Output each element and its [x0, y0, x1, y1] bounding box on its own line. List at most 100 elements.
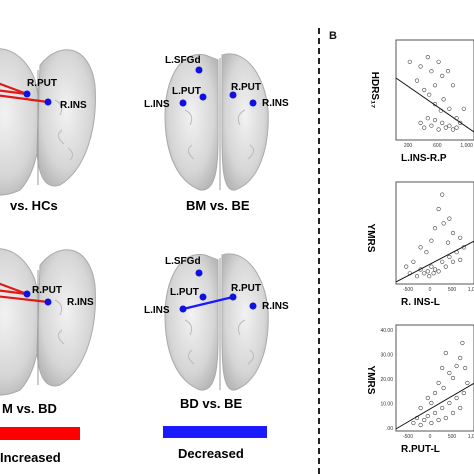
y-axis-label: YMRS — [365, 224, 376, 253]
node-label: L.INS — [144, 99, 170, 110]
data-point — [429, 400, 434, 406]
data-point — [458, 355, 463, 361]
node-label: R.PUT — [27, 78, 57, 89]
brain-top-left: R.PUT R.INS vs. HCs — [0, 48, 96, 213]
node-label: L.SFGd — [165, 256, 201, 267]
node-label: R.PUT — [231, 82, 261, 93]
x-tick-label: 1,000 — [460, 143, 473, 149]
brain-bottom-right: L.SFGd L.PUT R.PUT L.INS R.INS BD vs. BE — [144, 253, 289, 411]
data-point — [447, 254, 452, 260]
data-point — [432, 390, 438, 396]
data-point — [450, 410, 456, 416]
data-point — [422, 271, 427, 276]
data-point — [463, 365, 468, 371]
data-point — [404, 264, 409, 269]
data-point — [418, 422, 423, 428]
data-point — [414, 274, 420, 279]
plot-frame — [395, 324, 474, 432]
data-point — [436, 127, 441, 132]
panel-divider — [318, 28, 320, 474]
data-point — [454, 395, 459, 401]
data-point — [450, 375, 456, 381]
scatter-chart-2: YMRS -500 0 500 1,000 R. INS-L — [365, 181, 474, 308]
data-point — [447, 123, 452, 128]
node-label: L.INS — [144, 305, 170, 316]
brain-panels: R.PUT R.INS vs. HCs L.SFGd L.PUT R.PUT L… — [0, 48, 289, 465]
node-label: L.SFGd — [165, 55, 201, 66]
y-tick-label: 40.00 — [380, 328, 393, 334]
data-point — [447, 400, 452, 406]
data-point — [441, 385, 446, 391]
x-tick-label: 0 — [429, 287, 432, 293]
data-point — [418, 405, 423, 411]
data-point — [450, 259, 456, 264]
y-axis-label: HDRS₁₇ — [369, 72, 380, 108]
data-point — [411, 259, 416, 264]
data-point — [440, 73, 445, 78]
data-point — [429, 238, 434, 243]
data-point — [447, 370, 452, 376]
brain-caption: vs. HCs — [10, 198, 58, 213]
data-point — [422, 125, 427, 130]
data-point — [443, 125, 448, 130]
data-point — [422, 417, 427, 423]
data-point — [460, 340, 465, 346]
data-point — [458, 120, 463, 125]
data-point — [429, 69, 434, 74]
data-point — [443, 264, 448, 269]
x-tick-label: 200 — [404, 143, 413, 149]
data-point — [458, 405, 463, 411]
x-axis-label: L.INS-R.P — [401, 153, 447, 164]
data-point — [445, 69, 451, 74]
data-point — [431, 271, 436, 276]
data-point — [429, 420, 434, 426]
scatter-chart-3: YMRS 40.00 30.00 20.00 10.00 .00 -500 0 500 1,000… — [365, 324, 474, 455]
trend-line — [395, 382, 474, 430]
x-tick-label: 500 — [448, 287, 457, 293]
node-label: L.PUT — [170, 287, 199, 298]
data-point — [450, 127, 456, 132]
data-point — [461, 106, 466, 111]
data-point — [432, 226, 438, 231]
brain-top-right: L.SFGd L.PUT R.PUT L.INS R.INS BM vs. BE — [144, 53, 289, 213]
data-point — [450, 230, 456, 236]
data-point — [458, 235, 463, 240]
node-label: R.INS — [60, 100, 87, 111]
data-point — [440, 120, 445, 125]
brain-bottom-left: R.PUT R.INS M vs. BD — [0, 248, 96, 416]
plot-frame — [395, 39, 474, 141]
trend-line — [395, 240, 474, 283]
data-point — [432, 267, 438, 272]
data-point — [424, 250, 429, 255]
data-point — [440, 259, 445, 264]
data-point — [440, 192, 445, 197]
data-point — [425, 54, 430, 60]
x-axis-label: R. INS-L — [401, 297, 440, 308]
legend-decreased-label: Decreased — [178, 446, 244, 461]
data-point — [454, 125, 459, 130]
data-point — [465, 380, 470, 386]
panel-b-label: B — [329, 30, 337, 42]
data-point — [418, 245, 423, 250]
legend-increased-label: Increased — [0, 450, 61, 465]
data-point — [450, 83, 456, 88]
x-tick-label: -500 — [403, 287, 413, 293]
x-tick-label: 1,000 — [468, 434, 474, 440]
y-tick-label: 10.00 — [380, 402, 393, 408]
data-point — [436, 59, 441, 64]
node-label: R.INS — [262, 301, 289, 312]
x-tick-label: -500 — [403, 434, 413, 440]
data-point — [441, 221, 446, 226]
data-point — [425, 413, 430, 419]
data-point — [425, 395, 430, 401]
trend-line — [395, 77, 474, 133]
data-point — [443, 415, 448, 421]
node-label: R.INS — [262, 98, 289, 109]
data-point — [407, 59, 412, 64]
node-label: R.PUT — [231, 283, 261, 294]
legend-decreased-swatch — [163, 426, 267, 438]
y-tick-label: 30.00 — [380, 353, 393, 359]
data-point — [445, 240, 451, 245]
data-point — [418, 120, 423, 125]
data-point — [447, 106, 452, 111]
